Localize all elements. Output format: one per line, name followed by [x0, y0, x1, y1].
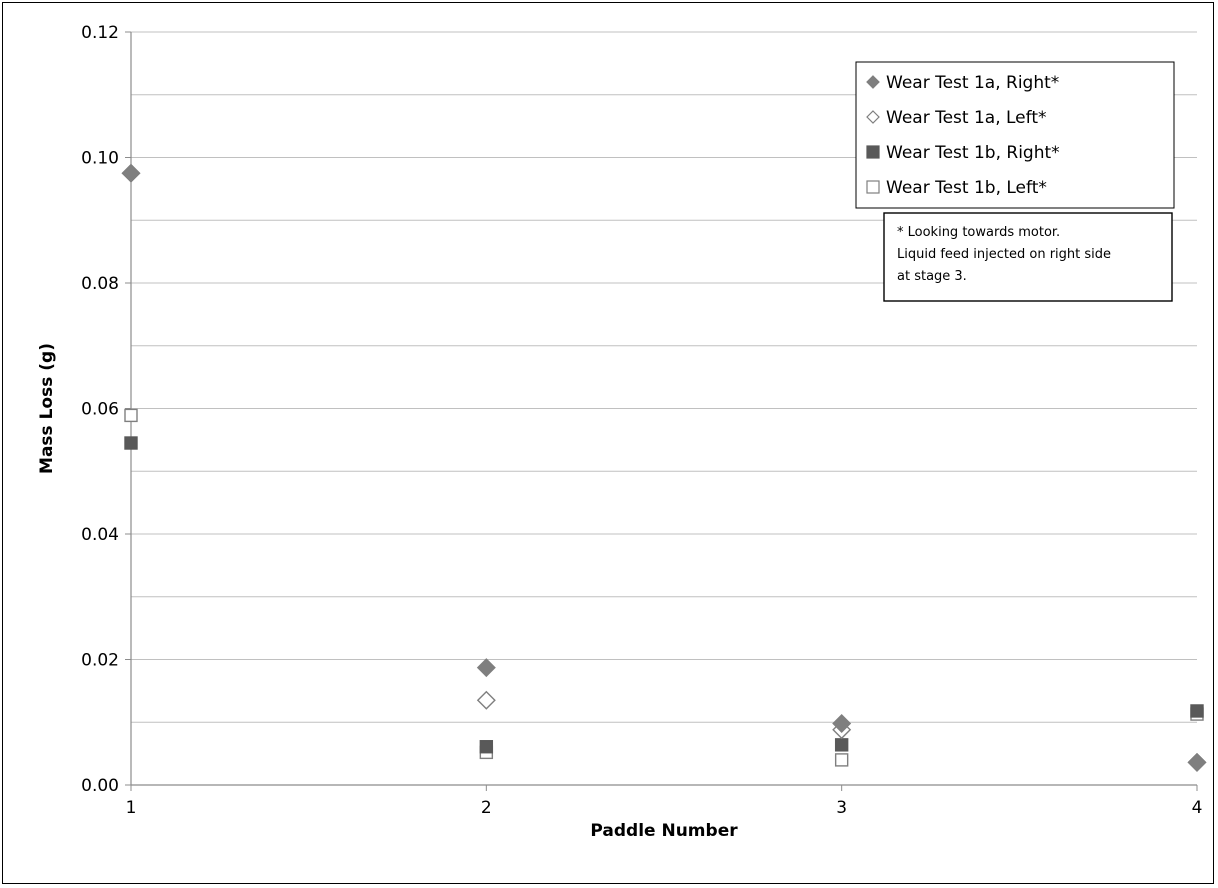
- y-tick-label: 0.12: [81, 23, 119, 43]
- data-point-open-diamond: [476, 690, 496, 710]
- legend-label: Wear Test 1a, Left*: [886, 108, 1047, 128]
- annotation-line: Liquid feed injected on right side: [897, 247, 1111, 262]
- legend-label: Wear Test 1b, Right*: [886, 143, 1060, 163]
- data-point-filled-square: [834, 738, 849, 752]
- x-tick-label: 4: [1192, 798, 1203, 818]
- data-point-filled-square: [1190, 704, 1204, 718]
- data-point-filled-diamond: [1187, 752, 1207, 772]
- annotation-line: * Looking towards motor.: [897, 225, 1060, 240]
- y-tick-label: 0.02: [81, 651, 119, 671]
- y-tick-label: 0.06: [81, 400, 119, 420]
- y-tick-label: 0.04: [81, 525, 119, 545]
- x-tick-label: 1: [126, 798, 137, 818]
- data-point-open-square: [834, 753, 849, 767]
- data-point-filled-square: [124, 436, 138, 450]
- y-axis-title: Mass Loss (g): [37, 343, 57, 474]
- legend-marker-filled-diamond: [866, 75, 880, 89]
- data-point-open-square: [124, 408, 138, 423]
- annotation-line: at stage 3.: [897, 269, 967, 284]
- x-axis-title: Paddle Number: [590, 821, 738, 841]
- legend-box: [855, 61, 1175, 209]
- data-point-filled-diamond: [121, 163, 141, 183]
- x-tick-label: 2: [481, 798, 492, 818]
- legend-marker-open-diamond: [866, 110, 880, 124]
- data-point-filled-diamond: [832, 714, 852, 733]
- legend-label: Wear Test 1b, Left*: [886, 178, 1047, 198]
- data-point-filled-square: [479, 740, 494, 754]
- y-tick-label: 0.00: [81, 776, 119, 796]
- y-tick-label: 0.08: [81, 274, 119, 294]
- legend-label: Wear Test 1a, Right*: [886, 73, 1059, 93]
- annotation-box: [883, 212, 1173, 302]
- legend-marker-filled-square: [866, 145, 880, 159]
- y-tick-label: 0.10: [81, 149, 119, 169]
- x-tick-label: 3: [836, 798, 847, 818]
- data-point-filled-diamond: [476, 658, 496, 678]
- legend-marker-open-square: [866, 180, 880, 194]
